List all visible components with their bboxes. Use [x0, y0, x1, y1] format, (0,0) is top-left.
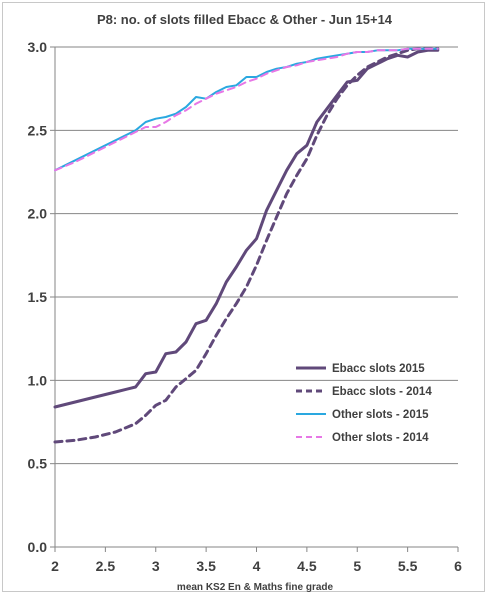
- x-tick-label: 4: [253, 558, 261, 574]
- series-line-2: [53, 47, 440, 444]
- chart-title: P8: no. of slots filled Ebacc & Other - …: [96, 12, 393, 27]
- x-tick-label: 2.5: [96, 558, 116, 574]
- x-tick-label: 3: [152, 558, 160, 574]
- series-line-4: [54, 47, 439, 172]
- legend-label-1: Ebacc slots 2015: [332, 363, 425, 375]
- x-tick-label: 6: [454, 558, 462, 574]
- legend-label-3: Other slots - 2015: [332, 409, 429, 421]
- x-tick-labels: 2 2.5 3 3.5 4 4.5 5 5.5 6: [51, 558, 462, 574]
- y-tick-label: 2.5: [28, 122, 48, 138]
- series-line-3: [54, 47, 439, 172]
- series-lines: [53, 47, 440, 444]
- y-tick-label: 1.0: [28, 372, 48, 388]
- axes: [50, 46, 459, 552]
- x-tick-label: 4.5: [297, 558, 317, 574]
- y-tick-labels: 0.0 0.5 1.0 1.5 2.0 2.5 3.0: [28, 39, 48, 555]
- x-tick-label: 2: [51, 558, 59, 574]
- y-tick-label: 2.0: [28, 206, 48, 222]
- legend: Ebacc slots 2015 Ebacc slots - 2014 Other …: [296, 363, 432, 444]
- y-tick-label: 3.0: [28, 39, 48, 55]
- legend-label-4: Other slots - 2014: [332, 432, 429, 444]
- x-tick-label: 3.5: [196, 558, 216, 574]
- legend-label-2: Ebacc slots - 2014: [332, 386, 432, 398]
- series-line-1: [53, 48, 440, 409]
- x-tick-label: 5.5: [398, 558, 418, 574]
- x-tick-label: 5: [353, 558, 361, 574]
- y-tick-label: 0.0: [28, 539, 48, 555]
- y-tick-label: 0.5: [28, 456, 48, 472]
- gridlines: [55, 46, 458, 548]
- x-axis-label: mean KS2 En & Maths fine grade: [177, 582, 334, 593]
- y-tick-label: 1.5: [28, 289, 48, 305]
